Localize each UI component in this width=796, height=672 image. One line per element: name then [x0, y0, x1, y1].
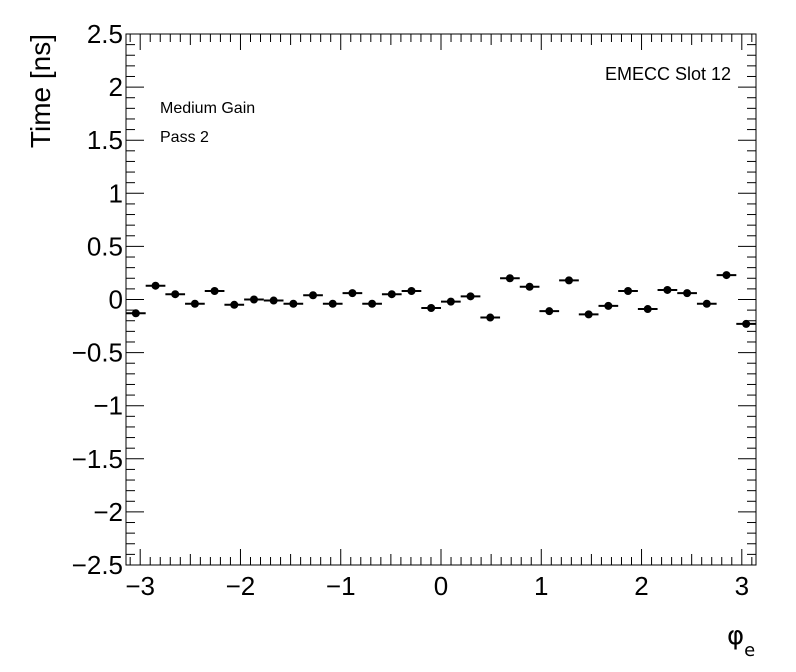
- data-point: [584, 310, 593, 319]
- data-point: [446, 297, 455, 306]
- data-point: [663, 285, 672, 294]
- y-tick-label: −0.5: [72, 338, 123, 368]
- x-axis-title-subscript: e: [744, 640, 755, 661]
- x-tick-label: −3: [125, 571, 155, 601]
- x-axis-ticks: [129, 34, 753, 565]
- data-point: [407, 287, 416, 296]
- annotation-slot: EMECC Slot 12: [605, 64, 731, 84]
- data-point: [564, 276, 573, 285]
- data-point: [505, 274, 514, 283]
- data-point: [368, 299, 377, 308]
- data-point: [466, 292, 475, 301]
- x-tick-label: 2: [634, 571, 648, 601]
- data-point: [249, 295, 258, 304]
- x-tick-label: −1: [326, 571, 356, 601]
- data-point: [289, 299, 298, 308]
- data-point: [643, 305, 652, 314]
- data-point: [486, 313, 495, 322]
- y-tick-label: 0: [109, 285, 123, 315]
- y-tick-label: 2: [109, 72, 123, 102]
- annotation-pass: Pass 2: [160, 129, 209, 146]
- y-axis-title: Time [ns]: [25, 34, 56, 148]
- data-point: [387, 290, 396, 299]
- x-tick-label: −2: [226, 571, 256, 601]
- y-tick-label: 0.5: [87, 231, 123, 261]
- data-point: [190, 299, 199, 308]
- data-point: [742, 319, 751, 328]
- data-point: [151, 281, 160, 290]
- data-point: [309, 291, 318, 300]
- data-points: [126, 271, 756, 328]
- y-axis-ticks: [126, 33, 756, 566]
- y-tick-label: −2: [93, 497, 123, 527]
- y-tick-label: −1.5: [72, 444, 123, 474]
- data-point: [624, 287, 633, 296]
- data-point: [722, 271, 731, 280]
- x-axis-tick-labels: −3 −2 −1 0 1 2 3: [125, 571, 749, 601]
- y-tick-label: 2.5: [87, 19, 123, 49]
- data-point: [171, 290, 180, 299]
- x-tick-label: 0: [434, 571, 448, 601]
- data-point: [328, 299, 337, 308]
- data-point: [545, 307, 554, 316]
- data-point: [210, 287, 219, 296]
- data-point: [230, 300, 239, 309]
- data-point: [348, 289, 357, 298]
- y-axis-tick-labels: −2.5 −2 −1.5 −1 −0.5 0 0.5 1 1.5 2 2.5: [72, 19, 123, 580]
- y-tick-label: −2.5: [72, 550, 123, 580]
- data-point: [269, 296, 278, 305]
- y-tick-label: 1.5: [87, 125, 123, 155]
- data-point: [525, 282, 534, 291]
- y-tick-label: −1: [93, 391, 123, 421]
- x-axis-title-main: φ: [727, 621, 744, 651]
- data-point: [427, 303, 436, 312]
- x-tick-label: 1: [534, 571, 548, 601]
- y-tick-label: 1: [109, 178, 123, 208]
- data-point: [604, 301, 613, 310]
- x-tick-label: 3: [735, 571, 749, 601]
- annotation-gain: Medium Gain: [160, 100, 255, 117]
- data-point: [131, 309, 140, 318]
- data-point: [683, 289, 692, 298]
- x-axis-title: φe: [727, 621, 755, 661]
- data-point: [702, 299, 711, 308]
